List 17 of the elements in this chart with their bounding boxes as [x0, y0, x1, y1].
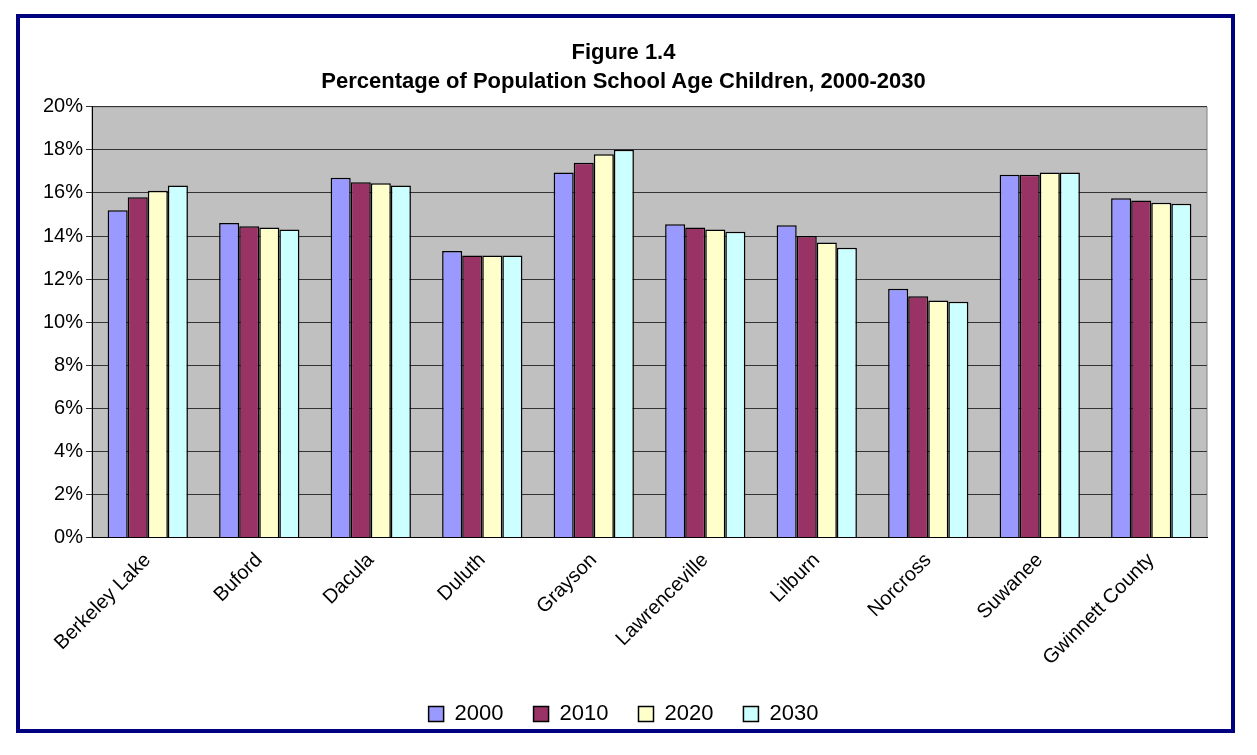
legend-label: 2030 [769, 700, 819, 726]
y-tick-label: 8% [54, 352, 84, 375]
chart-subtitle: Percentage of Population School Age Children, 2000-2030 [321, 67, 926, 93]
y-tick-label: 10% [43, 309, 84, 332]
y-tick-label: 20% [43, 94, 84, 117]
y-tick-label: 6% [54, 395, 84, 418]
y-tick-label: 0% [54, 525, 84, 547]
legend-label: 2010 [559, 700, 609, 726]
y-tick-label: 2% [54, 481, 84, 504]
y-tick-label: 18% [43, 137, 84, 160]
y-tick-label: 16% [43, 180, 84, 203]
y-tick-label: 12% [43, 266, 84, 289]
y-tick-label: 4% [54, 438, 84, 461]
legend-label: 2000 [454, 700, 504, 726]
y-tick-label: 14% [43, 223, 84, 246]
chart-title: Figure 1.4 [571, 39, 677, 65]
legend-label: 2020 [664, 700, 714, 726]
